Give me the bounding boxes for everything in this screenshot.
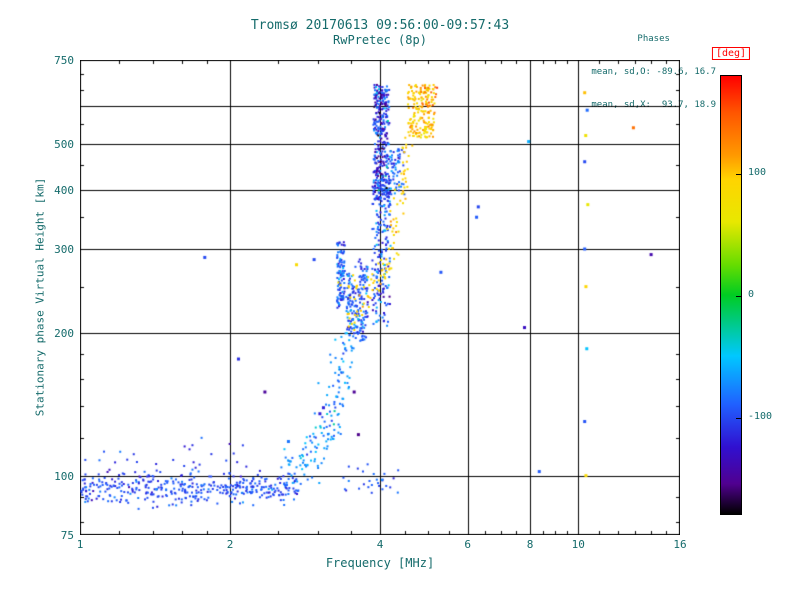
y-tick-label: 750 [54,54,74,67]
colorbar-tick-label: 0 [748,289,755,300]
phase-stats-header: Phases [637,34,670,44]
x-tick-label: 8 [526,538,534,551]
x-tick-label: 6 [464,538,472,551]
x-axis-label: Frequency [MHz] [325,556,435,570]
colorbar-unit-label: [deg] [711,47,751,60]
colorbar [720,75,742,515]
x-tick-label: 1 [76,538,84,551]
y-tick-label: 300 [54,243,74,257]
y-tick-label: 500 [54,137,74,151]
chart-title: Tromsø 20170613 09:56:00-09:57:43 [250,18,510,33]
colorbar-gradient [721,76,741,514]
chart-subtitle: RwPretec (8p) [333,33,427,47]
colorbar-tick-label: 100 [748,166,767,178]
colorbar-tick-mark [736,173,741,175]
y-tick-label: 200 [54,326,74,340]
x-tick-label: 4 [376,538,384,551]
y-tick-label: 400 [54,183,74,197]
x-tick-label: 10 [571,538,585,551]
colorbar-tick-mark [736,296,741,297]
y-axis-label: Stationary phase Virtual Height [km] [33,177,47,417]
plot-canvas [80,60,680,535]
x-tick-label: 16 [673,538,687,551]
colorbar-tick-label: -100 [748,411,773,423]
y-tick-label: 75 [60,529,74,542]
x-tick-label: 2 [226,538,234,551]
colorbar-tick-mark [736,418,741,420]
y-tick-label: 100 [54,469,74,483]
